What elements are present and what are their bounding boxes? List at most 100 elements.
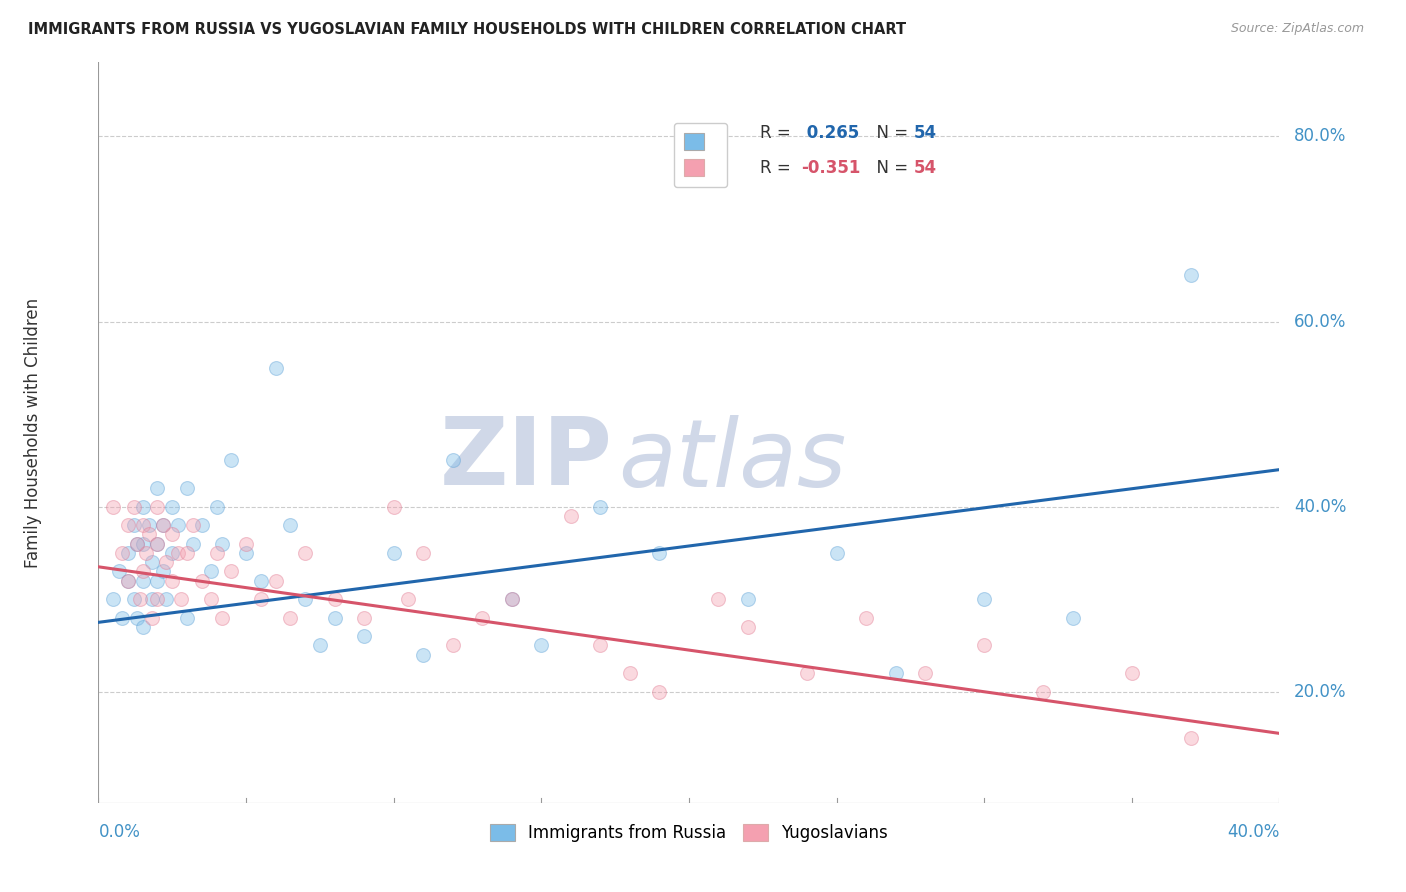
Point [146,500,169,514]
Point [132,620,155,634]
Point [353,610,375,624]
Text: 40.0%: 40.0% [1295,498,1347,516]
Point [280,518,302,533]
Point [250,592,273,607]
Point [141,610,163,624]
Text: 60.0%: 60.0% [1295,312,1347,331]
Point [176,546,198,560]
Point [1062,610,1084,624]
Point [235,546,257,560]
Point [146,481,169,495]
Text: 54: 54 [914,159,936,177]
Point [1032,685,1054,699]
Point [589,639,612,653]
Point [111,610,134,624]
Point [221,453,243,467]
Point [162,500,183,514]
Point [205,546,228,560]
Point [398,592,420,607]
Point [200,565,222,579]
Point [176,481,198,495]
Point [501,592,523,607]
Point [162,574,183,588]
Text: 20.0%: 20.0% [1295,682,1347,701]
Point [132,574,155,588]
Point [884,666,907,681]
Point [211,536,233,550]
Point [412,648,434,662]
Point [441,639,464,653]
Point [167,518,190,533]
Point [294,546,316,560]
Text: ZIP: ZIP [439,412,612,505]
Point [264,360,287,375]
Point [211,610,233,624]
Point [138,518,160,533]
Point [117,574,139,588]
Point [132,500,155,514]
Point [152,518,174,533]
Text: IMMIGRANTS FROM RUSSIA VS YUGOSLAVIAN FAMILY HOUSEHOLDS WITH CHILDREN CORRELATIO: IMMIGRANTS FROM RUSSIA VS YUGOSLAVIAN FA… [28,22,907,37]
Point [125,536,148,550]
Point [235,536,257,550]
Point [1180,268,1202,283]
Text: N =: N = [866,159,914,177]
Point [323,610,346,624]
Point [441,453,464,467]
Point [117,518,139,533]
Point [141,592,163,607]
Point [914,666,936,681]
Point [280,610,302,624]
Point [181,518,204,533]
Point [737,592,759,607]
Point [353,629,375,643]
Point [176,610,198,624]
Point [122,518,145,533]
Text: Source: ZipAtlas.com: Source: ZipAtlas.com [1230,22,1364,36]
Point [796,666,818,681]
Point [191,518,214,533]
Point [264,574,287,588]
Point [128,592,150,607]
Point [973,592,995,607]
Point [152,518,174,533]
Point [125,610,148,624]
Point [737,620,759,634]
Point [382,500,405,514]
Point [111,546,134,560]
Point [162,527,183,541]
Point [619,666,641,681]
Text: Family Households with Children: Family Households with Children [24,298,42,567]
Point [103,500,125,514]
Point [170,592,193,607]
Point [125,536,148,550]
Point [146,536,169,550]
Point [250,574,273,588]
Point [117,546,139,560]
Point [103,592,125,607]
Text: 0.265: 0.265 [801,124,859,142]
Point [122,500,145,514]
Point [132,536,155,550]
Point [412,546,434,560]
Point [141,555,163,569]
Point [471,610,494,624]
Point [1121,666,1143,681]
Point [973,639,995,653]
Point [530,639,553,653]
Point [648,685,671,699]
Point [132,518,155,533]
Point [501,592,523,607]
Point [221,565,243,579]
Point [294,592,316,607]
Point [167,546,190,560]
Point [135,546,157,560]
Text: 40.0%: 40.0% [1227,823,1279,841]
Point [382,546,405,560]
Text: -0.351: -0.351 [801,159,860,177]
Point [132,565,155,579]
Legend: Immigrants from Russia, Yugoslavians: Immigrants from Russia, Yugoslavians [478,813,900,854]
Point [122,592,145,607]
Point [155,555,177,569]
Point [191,574,214,588]
